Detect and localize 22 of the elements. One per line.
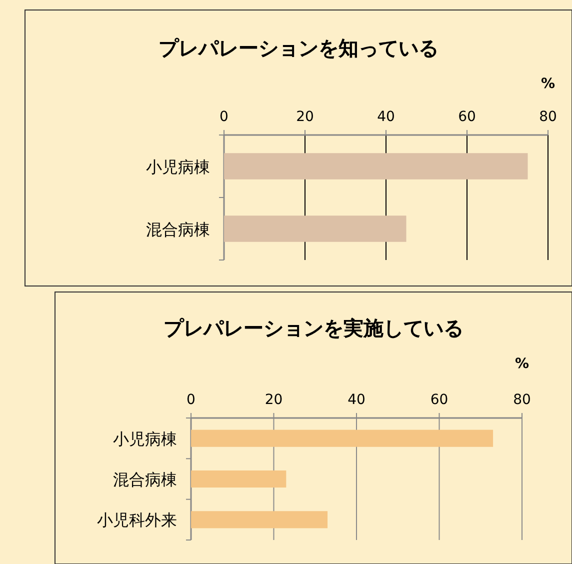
x-axis-title: % bbox=[540, 76, 556, 92]
chart-title: プレパレーションを実施している bbox=[164, 316, 464, 340]
x-tick-label: 60 bbox=[458, 109, 476, 125]
y-tick-label: 小児病棟 bbox=[113, 429, 177, 448]
y-tick-label: 混合病棟 bbox=[146, 220, 210, 239]
y-tick-label: 小児病棟 bbox=[146, 157, 210, 176]
x-axis-title: % bbox=[514, 356, 530, 372]
x-tick-label: 20 bbox=[296, 109, 314, 125]
y-tick-label: 混合病棟 bbox=[113, 470, 177, 489]
bar bbox=[191, 470, 286, 488]
x-tick-label: 20 bbox=[264, 392, 283, 408]
y-tick-label: 小児科外来 bbox=[97, 510, 177, 530]
x-tick-label: 0 bbox=[186, 392, 196, 408]
x-tick-label: 40 bbox=[348, 392, 366, 408]
chart-title: プレパレーションを知っている bbox=[158, 36, 438, 60]
x-tick-label: 0 bbox=[220, 109, 228, 125]
x-tick-label: 40 bbox=[377, 109, 395, 125]
x-tick-label: 80 bbox=[539, 109, 557, 125]
x-tick-label: 80 bbox=[513, 392, 531, 408]
bar bbox=[191, 430, 494, 447]
bar bbox=[191, 511, 328, 528]
x-tick-label: 60 bbox=[430, 392, 448, 408]
